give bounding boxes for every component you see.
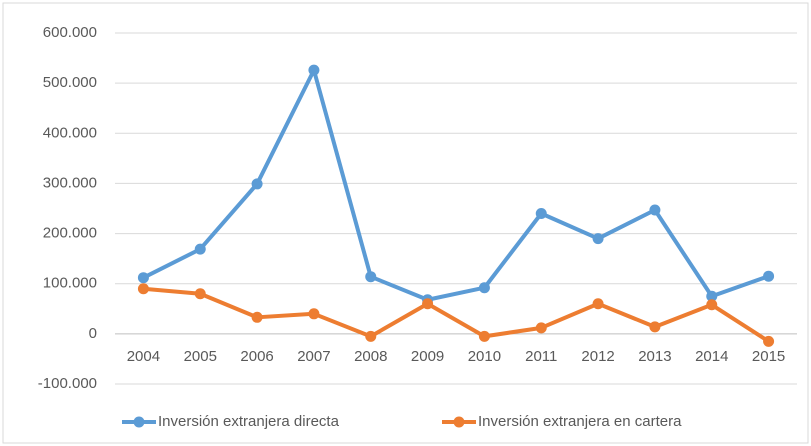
x-tick-label: 2010 <box>468 348 501 365</box>
data-point <box>365 330 377 342</box>
data-point <box>422 298 434 310</box>
data-point <box>649 204 661 216</box>
x-tick-label: 2005 <box>184 348 217 365</box>
y-tick-label: 400.000 <box>43 124 97 141</box>
data-point <box>478 282 490 294</box>
legend-marker <box>133 416 145 428</box>
data-point <box>535 208 547 220</box>
y-tick-label: 300.000 <box>43 174 97 191</box>
x-tick-label: 2009 <box>411 348 444 365</box>
data-point <box>478 330 490 342</box>
x-tick-label: 2015 <box>752 348 785 365</box>
data-point <box>649 321 661 333</box>
series-line <box>143 286 770 344</box>
data-point <box>592 298 604 310</box>
data-point <box>365 271 377 283</box>
data-point <box>706 299 718 311</box>
y-tick-label: 500.000 <box>43 74 97 91</box>
data-point <box>763 270 775 282</box>
x-tick-label: 2004 <box>127 348 160 365</box>
data-point <box>706 290 718 302</box>
data-point <box>194 288 206 300</box>
legend-label: Inversión extranjera en cartera <box>478 413 682 430</box>
data-point <box>308 308 320 320</box>
legend-label: Inversión extranjera directa <box>158 413 340 430</box>
data-point <box>251 178 263 190</box>
y-tick-label: 200.000 <box>43 225 97 242</box>
x-tick-label: 2006 <box>240 348 273 365</box>
data-point <box>194 243 206 255</box>
y-tick-label: -100.000 <box>38 375 97 392</box>
x-tick-label: 2013 <box>638 348 671 365</box>
data-point <box>592 233 604 245</box>
data-point <box>308 64 320 76</box>
x-tick-label: 2011 <box>525 348 557 365</box>
x-tick-label: 2014 <box>695 348 728 365</box>
data-point <box>763 335 775 347</box>
y-tick-label: 100.000 <box>43 275 97 292</box>
series-line <box>142 68 770 302</box>
legend-marker <box>453 416 465 428</box>
x-tick-label: 2007 <box>297 348 330 365</box>
y-tick-label: 0 <box>89 325 97 342</box>
data-point <box>251 311 263 323</box>
data-point <box>535 322 547 334</box>
data-point <box>137 283 149 295</box>
data-point <box>137 272 149 284</box>
x-tick-label: 2012 <box>581 348 614 365</box>
x-tick-label: 2008 <box>354 348 387 365</box>
y-tick-label: 600.000 <box>43 24 97 41</box>
